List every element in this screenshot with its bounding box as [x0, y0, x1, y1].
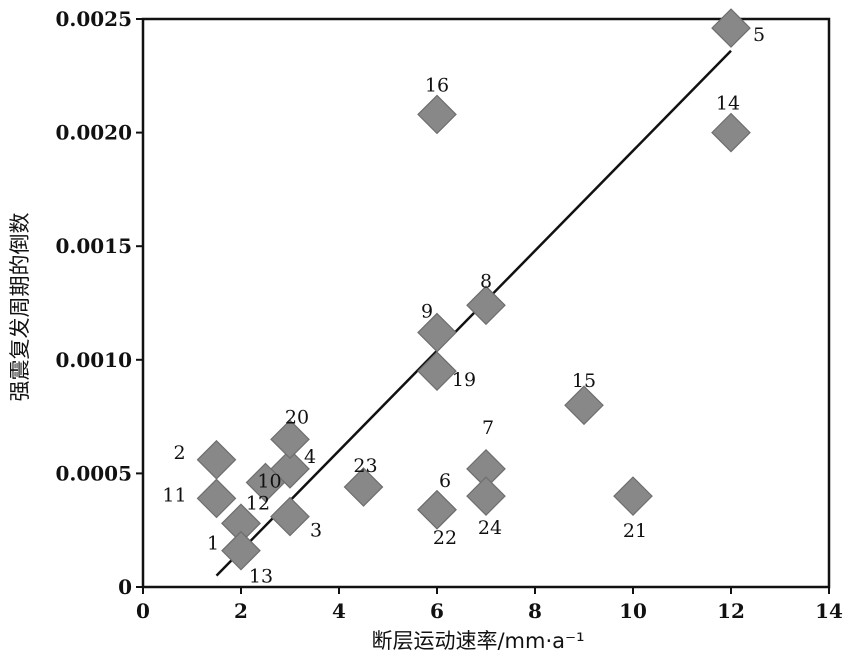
point-label: 9	[421, 301, 433, 323]
point-label: 6	[439, 470, 451, 492]
point-label: 14	[716, 93, 740, 115]
x-tick-label: 14	[815, 599, 843, 623]
point-label: 10	[257, 470, 281, 492]
data-point	[613, 476, 653, 516]
x-tick-label: 6	[430, 599, 444, 623]
data-point	[417, 94, 457, 135]
x-tick-label: 0	[136, 599, 150, 623]
plot-frame	[141, 17, 831, 589]
data-point	[196, 478, 237, 519]
data-point	[270, 419, 310, 460]
point-label: 11	[162, 484, 186, 506]
y-tick-label: 0.0025	[55, 7, 132, 31]
point-label: 19	[452, 369, 476, 391]
y-tick-label: 0.0005	[55, 461, 132, 485]
point-label: 13	[249, 566, 273, 588]
point-label: 3	[310, 520, 322, 542]
x-tick-label: 10	[619, 599, 647, 623]
y-axis-title: 强震复发周期的倒数	[8, 213, 32, 402]
data-point	[221, 530, 261, 571]
point-label: 22	[433, 527, 457, 549]
data-point	[343, 467, 384, 507]
point-label: 7	[482, 417, 494, 439]
data-point	[711, 112, 751, 153]
data-point	[417, 351, 457, 392]
point-label: 1	[207, 532, 219, 554]
x-tick-label: 8	[528, 599, 542, 623]
data-point	[245, 462, 286, 503]
x-axis-title: 断层运动速率/mm·a⁻¹	[371, 629, 584, 653]
data-point	[417, 489, 457, 530]
points-group	[196, 8, 751, 571]
point-label: 16	[425, 74, 449, 96]
y-tick-label: 0.0010	[55, 348, 132, 372]
data-point	[196, 439, 237, 480]
x-tick-label: 4	[332, 599, 346, 623]
point-label: 23	[353, 455, 377, 477]
point-label: 2	[173, 442, 185, 464]
data-point	[466, 476, 506, 516]
y-tick-label: 0	[118, 575, 132, 599]
fit-line-group	[215, 49, 732, 577]
point-label: 4	[304, 446, 316, 468]
axes: 0 2 4 6 8 10 12 1400.00050.00100.00150.00200.00…	[55, 7, 843, 623]
point-label: 21	[623, 520, 647, 542]
point-label: 24	[478, 517, 502, 539]
data-point	[564, 385, 604, 426]
point-label: 15	[572, 370, 596, 392]
point-label: 12	[246, 492, 270, 514]
data-point	[466, 285, 506, 326]
point-label: 8	[480, 270, 492, 292]
point-label: 20	[285, 406, 309, 428]
y-tick-label: 0.0020	[55, 121, 132, 145]
data-point	[270, 496, 310, 537]
y-tick-label: 0.0015	[55, 234, 132, 258]
x-tick-label: 12	[717, 599, 745, 623]
x-tick-label: 2	[234, 599, 248, 623]
fit-line	[215, 49, 732, 577]
data-point	[711, 8, 751, 48]
point-label: 5	[753, 24, 765, 46]
